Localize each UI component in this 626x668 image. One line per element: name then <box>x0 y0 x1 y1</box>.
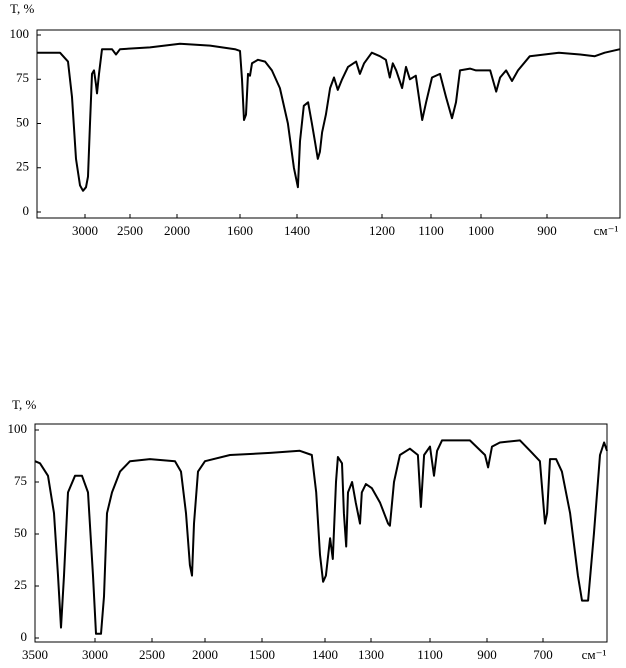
x-tick-label: 700 <box>533 647 553 662</box>
x-tick-label: 3000 <box>82 647 108 662</box>
y-tick-label: 50 <box>16 114 29 129</box>
x-tick-label: 1400 <box>284 223 310 238</box>
x-tick-label: 1000 <box>468 223 494 238</box>
plot-frame <box>36 29 621 219</box>
x-tick-label: 2000 <box>192 647 218 662</box>
x-tick-label: 1200 <box>369 223 395 238</box>
y-tick-label: 0 <box>23 203 30 218</box>
spectrum-line <box>34 439 608 635</box>
y-tick-label: 50 <box>14 525 27 540</box>
y-tick-label: 75 <box>14 473 27 488</box>
x-axis-label: см⁻¹ <box>582 647 607 662</box>
x-tick-label: 1100 <box>417 647 443 662</box>
spectrum-line <box>37 42 621 192</box>
x-tick-label: 900 <box>477 647 497 662</box>
x-tick-label: 1600 <box>227 223 253 238</box>
x-tick-label: 3500 <box>22 647 48 662</box>
x-tick-label: 1100 <box>418 223 444 238</box>
x-tick-label: 900 <box>537 223 557 238</box>
x-tick-label: 2000 <box>164 223 190 238</box>
y-tick-label: 25 <box>16 159 29 174</box>
x-axis-label: см⁻¹ <box>594 223 619 238</box>
y-tick-label: 100 <box>10 26 30 41</box>
y-axis-label: T, % <box>10 1 34 16</box>
plot-frame <box>34 423 608 643</box>
y-tick-label: 0 <box>21 629 28 644</box>
y-tick-label: 75 <box>16 70 29 85</box>
y-tick-label: 100 <box>8 421 28 436</box>
x-tick-label: 1500 <box>249 647 275 662</box>
x-tick-label: 1400 <box>312 647 338 662</box>
y-tick-label: 25 <box>14 577 27 592</box>
y-axis-label: T, % <box>12 397 36 412</box>
x-tick-label: 1300 <box>358 647 384 662</box>
x-tick-label: 2500 <box>139 647 165 662</box>
x-tick-label: 2500 <box>117 223 143 238</box>
x-tick-label: 3000 <box>72 223 98 238</box>
